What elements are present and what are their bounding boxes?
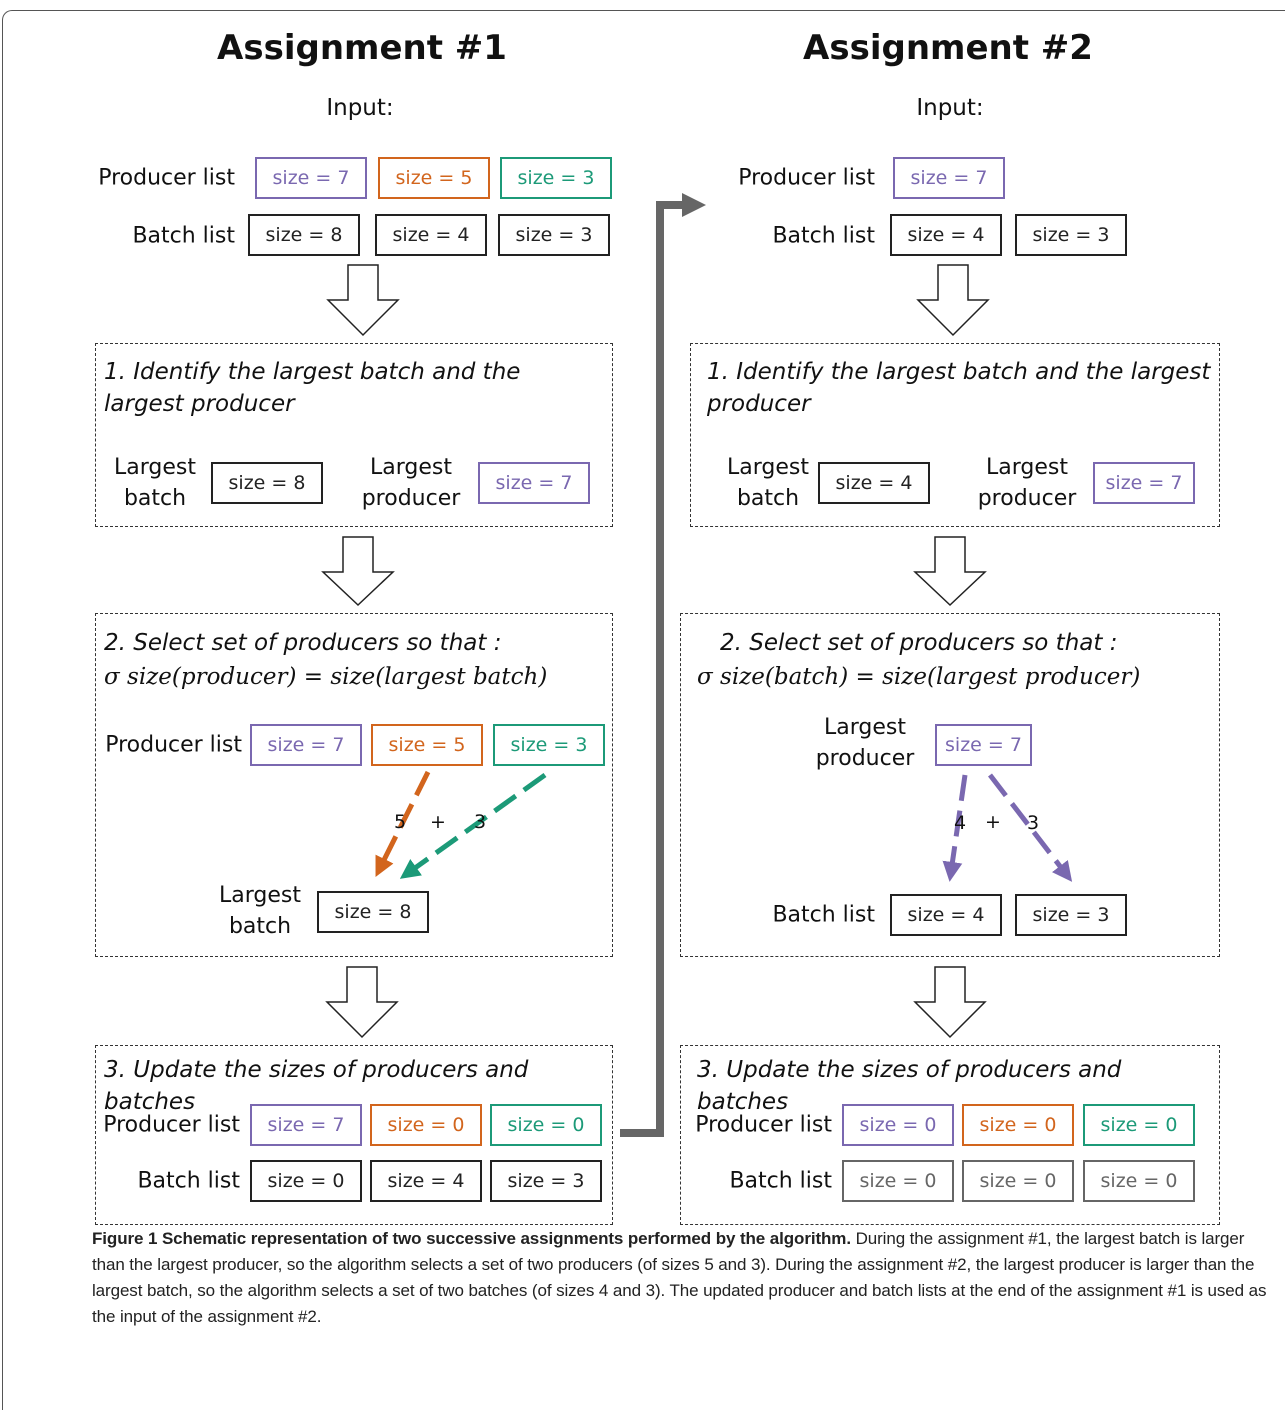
- flow-arrows: [321, 264, 990, 1039]
- term: 5: [393, 811, 407, 833]
- size-box: size = 3: [498, 214, 610, 256]
- size-box: size = 0: [842, 1160, 954, 1202]
- two-line-label: Largest batch: [727, 455, 809, 511]
- row-label: Producer list: [738, 165, 875, 191]
- flow-arrow: [326, 264, 400, 337]
- selection-arrows: [375, 770, 1073, 882]
- step-heading: 3. Update the sizes of producers and bat…: [697, 1057, 1122, 1115]
- term: 3: [1026, 812, 1040, 834]
- size-box: size = 0: [1083, 1104, 1195, 1146]
- size-box: size = 3: [1015, 214, 1127, 256]
- flow-arrow: [325, 966, 399, 1039]
- flow-arrow: [913, 966, 987, 1039]
- step-heading: 1. Identify the largest batch and the la…: [104, 359, 521, 417]
- size-box: size = 4: [890, 894, 1002, 936]
- step-heading: 3. Update the sizes of producers and bat…: [104, 1057, 529, 1115]
- input-label: Input:: [916, 95, 984, 121]
- size-box: size = 0: [370, 1104, 482, 1146]
- size-box: size = 7: [478, 462, 590, 504]
- size-box: size = 7: [1093, 462, 1195, 504]
- row-label: Producer list: [105, 732, 242, 758]
- step-heading: 2. Select set of producers so that :: [104, 630, 502, 656]
- column-title: Assignment #2: [803, 28, 1093, 68]
- two-line-label: Largest batch: [219, 883, 301, 939]
- size-box: size = 4: [375, 214, 487, 256]
- two-line-label: Largest producer: [361, 455, 461, 511]
- term: 4: [953, 812, 967, 834]
- size-box: size = 5: [378, 157, 490, 199]
- plus: +: [430, 811, 446, 833]
- size-box: size = 5: [371, 724, 483, 766]
- size-box: size = 0: [250, 1160, 362, 1202]
- size-box: size = 7: [250, 1104, 362, 1146]
- size-box: size = 3: [500, 157, 612, 199]
- two-line-label: Largest producer: [977, 455, 1077, 511]
- selection-arrow: [942, 774, 968, 882]
- size-box: size = 7: [255, 157, 367, 199]
- row-label: Producer list: [695, 1112, 832, 1138]
- size-box: size = 0: [962, 1104, 1074, 1146]
- selection-arrow: [399, 772, 547, 879]
- formula: σ size(batch) = size(largest producer): [697, 664, 1141, 690]
- size-box: size = 8: [211, 462, 323, 504]
- step-frame: [95, 1045, 613, 1225]
- size-box: size = 3: [490, 1160, 602, 1202]
- caption-text: During the assignment #1, the largest ba…: [92, 1229, 1267, 1326]
- size-box: size = 7: [935, 724, 1032, 766]
- size-box: size = 4: [890, 214, 1002, 256]
- two-line-label: Largest batch: [114, 455, 196, 511]
- flow-arrow: [916, 264, 990, 337]
- selection-arrow: [375, 770, 431, 877]
- caption: Figure 1 Schematic representation of two…: [92, 1226, 1280, 1330]
- figure-frame: [2, 10, 1285, 1410]
- row-label: Producer list: [98, 165, 235, 191]
- step-heading: 2. Select set of producers so that :: [720, 630, 1118, 656]
- transfer-arrow: [620, 193, 706, 1137]
- row-label: Producer list: [103, 1112, 240, 1138]
- size-box: size = 3: [493, 724, 605, 766]
- size-box: size = 0: [842, 1104, 954, 1146]
- size-box: size = 8: [317, 891, 429, 933]
- flow-arrow: [913, 536, 987, 607]
- column-title: Assignment #1: [217, 28, 507, 68]
- size-box: size = 8: [248, 214, 360, 256]
- step-frame: [680, 613, 1220, 957]
- two-line-label: Largest producer: [815, 715, 915, 771]
- size-box: size = 0: [490, 1104, 602, 1146]
- row-label: Batch list: [772, 223, 875, 249]
- size-box: size = 4: [370, 1160, 482, 1202]
- size-box: size = 0: [962, 1160, 1074, 1202]
- row-label: Batch list: [132, 223, 235, 249]
- size-box: size = 4: [818, 462, 930, 504]
- step-frame: [680, 1045, 1220, 1225]
- size-box: size = 0: [1083, 1160, 1195, 1202]
- row-label: Batch list: [772, 902, 875, 928]
- step-frame: [95, 613, 613, 957]
- row-label: Batch list: [729, 1168, 832, 1194]
- row-label: Batch list: [137, 1168, 240, 1194]
- step-frame: [690, 343, 1220, 527]
- caption-label: Figure 1 Schematic representation of two…: [92, 1229, 851, 1248]
- page: {"columns": [ {"title": "Assignment #1",…: [2, 10, 1285, 1410]
- step-frame: [95, 343, 613, 527]
- connectors: [321, 193, 1073, 1137]
- size-box: size = 7: [893, 157, 1005, 199]
- plus: +: [985, 811, 1001, 833]
- size-box: size = 7: [250, 724, 362, 766]
- formula: σ size(producer) = size(largest batch): [104, 664, 548, 690]
- flow-arrow: [321, 536, 395, 607]
- size-box: size = 3: [1015, 894, 1127, 936]
- step-heading: 1. Identify the largest batch and the la…: [707, 359, 1211, 417]
- term: 3: [473, 811, 487, 833]
- input-label: Input:: [326, 95, 394, 121]
- selection-arrow: [988, 773, 1073, 882]
